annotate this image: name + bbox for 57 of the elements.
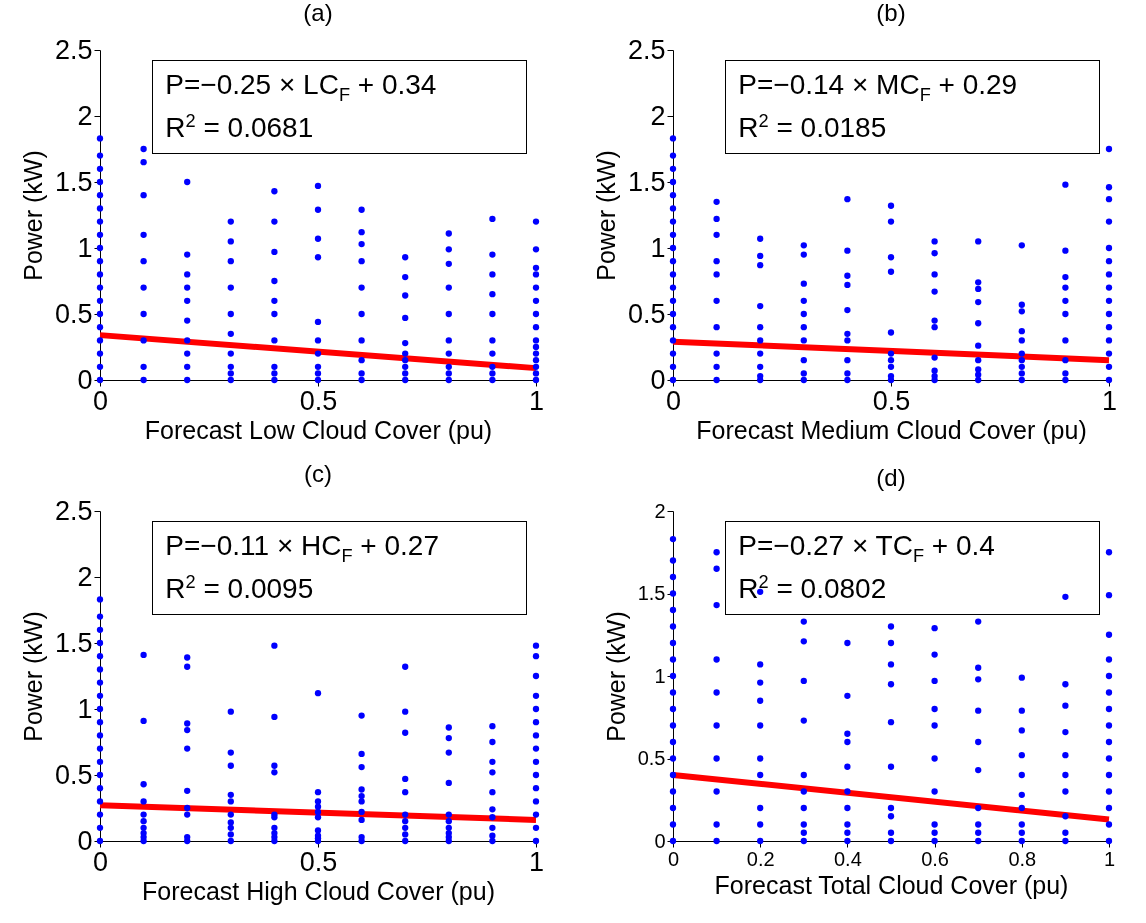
y-tick-label: 0 xyxy=(654,829,666,852)
y-axis-title: Power (kW) xyxy=(591,150,620,281)
y-tick-label: 0.5 xyxy=(54,759,93,790)
y-tick-label: 1 xyxy=(650,232,666,263)
annotation: R$^{2}$ = 0.0681 xyxy=(165,109,315,146)
y-tick-label: 1 xyxy=(77,693,93,724)
y-axis-title: Power (kW) xyxy=(18,611,47,742)
text-box: P=−0.27 × TC$_{F}$ + 0.4 R$^{2}$ = 0.0802 xyxy=(725,520,1101,615)
x-tick-label: 0.5 xyxy=(299,385,338,416)
annotation: R$^{2}$ = 0.0095 xyxy=(165,570,315,607)
y-tick-label: 2.5 xyxy=(54,495,93,526)
y-tick-label: 1.5 xyxy=(54,166,93,197)
y-tick-label: 1.5 xyxy=(637,582,666,604)
chart-title: (b) xyxy=(876,0,906,26)
x-axis-title: Forecast Low Cloud Cover (pu) xyxy=(144,415,493,444)
annotation: R$^{2}$ = 0.0185 xyxy=(738,109,888,146)
chart-title: (c) xyxy=(304,460,332,487)
y-tick-label: 2 xyxy=(654,499,666,522)
x-tick-label: 0.6 xyxy=(921,847,950,870)
annotation: R$^{2}$ = 0.0802 xyxy=(738,570,888,607)
chart-title: (a) xyxy=(303,0,333,26)
x-tick-label: 0.8 xyxy=(1008,847,1037,870)
x-tick-label: 1 xyxy=(1103,847,1116,870)
x-axis-title: Forecast Total Cloud Cover (pu) xyxy=(714,870,1069,899)
x-tick-label: 1 xyxy=(528,846,545,877)
y-tick-label: 2.5 xyxy=(627,34,666,65)
y-tick-label: 1 xyxy=(654,664,666,687)
annotation: P=−0.11 × HC$_{F}$ + 0.27 xyxy=(165,528,440,568)
y-tick-label: 2 xyxy=(77,561,93,592)
x-axis-title: Forecast Medium Cloud Cover (pu) xyxy=(696,415,1087,444)
y-tick-label: 0.5 xyxy=(627,298,666,329)
y-tick-label: 1 xyxy=(77,232,93,263)
y-tick-label: 2.5 xyxy=(54,34,93,65)
y-tick-label: 0 xyxy=(77,364,93,395)
annotation: P=−0.14 × MC$_{F}$ + 0.29 xyxy=(738,67,1019,107)
y-tick-label: 1.5 xyxy=(54,627,93,658)
x-tick-label: 0.5 xyxy=(299,846,338,877)
x-tick-label: 0.2 xyxy=(746,847,775,870)
y-tick-label: 0.5 xyxy=(54,298,93,329)
y-tick-label: 0.5 xyxy=(637,747,666,769)
annotation: P=−0.27 × TC$_{F}$ + 0.4 xyxy=(738,528,996,568)
y-axis-title: Power (kW) xyxy=(18,150,47,281)
text-box: P=−0.14 × MC$_{F}$ + 0.29 R$^{2}$ = 0.0185 xyxy=(725,59,1101,154)
x-axis-title: Forecast High Cloud Cover (pu) xyxy=(142,876,495,905)
x-tick-label: 1 xyxy=(528,385,545,416)
y-tick-label: 2 xyxy=(77,100,93,131)
y-axis-title: Power (kW) xyxy=(601,611,630,742)
y-tick-label: 2 xyxy=(650,100,666,131)
text-box: P=−0.11 × HC$_{F}$ + 0.27 R$^{2}$ = 0.0095 xyxy=(152,520,528,615)
annotation: P=−0.25 × LC$_{F}$ + 0.34 xyxy=(165,67,438,107)
y-tick-label: 0 xyxy=(650,364,666,395)
text-box: P=−0.25 × LC$_{F}$ + 0.34 R$^{2}$ = 0.0681 xyxy=(152,59,528,154)
x-tick-label: 0.5 xyxy=(872,385,911,416)
x-tick-label: 1 xyxy=(1101,385,1118,416)
chart-title: (d) xyxy=(876,464,906,491)
y-tick-label: 1.5 xyxy=(627,166,666,197)
x-tick-label: 0.4 xyxy=(833,847,862,870)
